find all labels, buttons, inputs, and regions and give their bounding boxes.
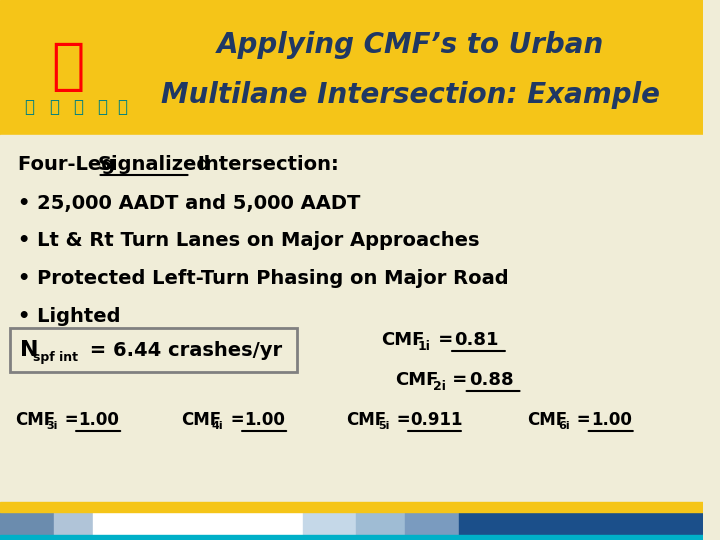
Bar [161, 512, 302, 535]
Text: CMF: CMF [395, 371, 438, 389]
Text: 👤: 👤 [73, 98, 83, 116]
Text: Applying CMF’s to Urban: Applying CMF’s to Urban [217, 31, 603, 59]
Text: CMF: CMF [381, 331, 424, 349]
Text: Intersection:: Intersection: [192, 156, 339, 174]
Text: spf int: spf int [33, 350, 78, 363]
Text: Signalized: Signalized [98, 156, 211, 174]
Text: 2i: 2i [433, 380, 446, 393]
Text: CMF: CMF [181, 411, 221, 429]
Text: 👤: 👤 [97, 98, 107, 116]
Text: 👤: 👤 [24, 98, 35, 116]
Bar [302, 512, 356, 535]
Text: =: = [390, 411, 416, 429]
Text: 0.81: 0.81 [454, 331, 498, 349]
Text: 5i: 5i [378, 421, 390, 431]
Bar [5, 5, 132, 130]
Text: • Protected Left-Turn Phasing on Major Road: • Protected Left-Turn Phasing on Major R… [17, 269, 508, 288]
Bar [356, 512, 405, 535]
Text: • Lt & Rt Turn Lanes on Major Approaches: • Lt & Rt Turn Lanes on Major Approaches [17, 232, 479, 251]
Text: • Lighted: • Lighted [17, 307, 120, 327]
Bar [0, 135, 703, 540]
Bar [0, 512, 54, 535]
Text: =: = [225, 411, 250, 429]
Text: =: = [571, 411, 597, 429]
Text: CMF: CMF [527, 411, 567, 429]
Text: 6i: 6i [559, 421, 570, 431]
Bar [459, 512, 703, 535]
Text: =: = [431, 331, 459, 349]
Text: CMF: CMF [14, 411, 55, 429]
Text: 3i: 3i [46, 421, 58, 431]
Text: CMF: CMF [346, 411, 387, 429]
Text: 0.911: 0.911 [410, 411, 462, 429]
Text: N: N [19, 340, 38, 360]
FancyBboxPatch shape [10, 328, 297, 372]
Bar [0, 0, 703, 135]
Text: 1.00: 1.00 [590, 411, 631, 429]
Text: 👤: 👤 [49, 98, 59, 116]
Bar [0, 535, 703, 540]
Text: Four-Leg: Four-Leg [17, 156, 122, 174]
Text: 1.00: 1.00 [78, 411, 119, 429]
Text: 1i: 1i [418, 340, 431, 353]
Text: = 6.44 crashes/yr: = 6.44 crashes/yr [83, 341, 282, 360]
Text: 4i: 4i [212, 421, 223, 431]
Text: Multilane Intersection: Example: Multilane Intersection: Example [161, 81, 660, 109]
Text: 1.00: 1.00 [244, 411, 285, 429]
Bar [405, 512, 459, 535]
Text: 🎓: 🎓 [52, 40, 85, 94]
Bar [0, 502, 703, 512]
Text: =: = [58, 411, 84, 429]
Bar [54, 512, 93, 535]
Text: =: = [446, 371, 474, 389]
Text: • 25,000 AADT and 5,000 AADT: • 25,000 AADT and 5,000 AADT [17, 193, 360, 213]
Bar [93, 512, 161, 535]
Text: 👤: 👤 [117, 98, 127, 116]
Text: 0.88: 0.88 [469, 371, 513, 389]
